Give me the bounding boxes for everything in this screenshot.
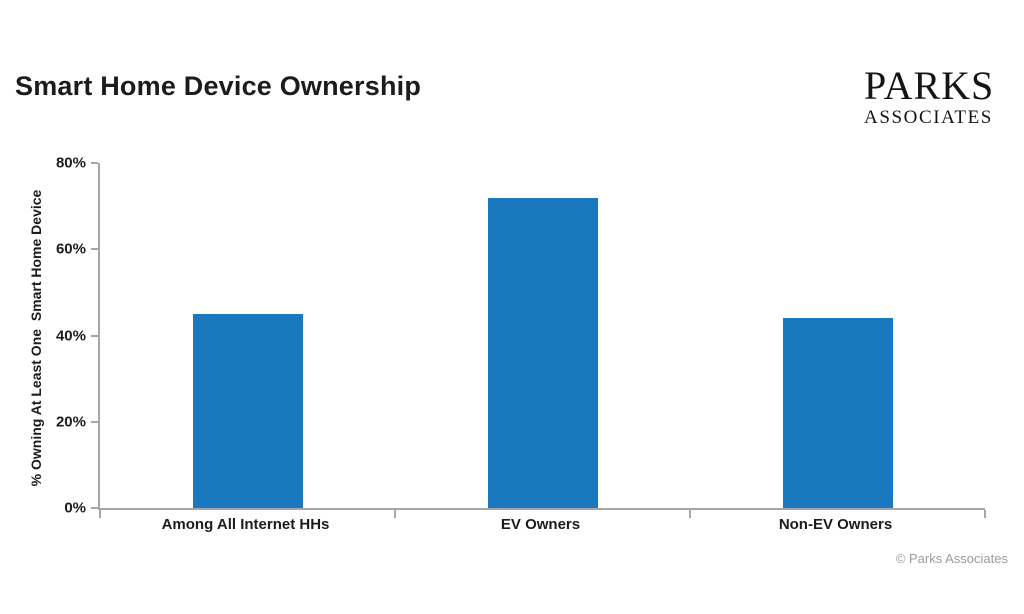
x-tick-label: Non-EV Owners <box>778 516 893 533</box>
bar-1 <box>192 313 303 508</box>
bar-slot <box>100 163 395 508</box>
y-tick-label: 80% <box>55 154 86 172</box>
chart-title: Smart Home Device Ownership <box>15 71 422 101</box>
logo-text-parks: PARKS <box>864 63 995 108</box>
y-tick-label: 20% <box>55 413 86 431</box>
y-tick-label: 60% <box>55 240 86 258</box>
bar-slot <box>395 163 690 508</box>
bar-2 <box>487 197 598 508</box>
x-tick-label: Among All Internet HHs <box>161 516 330 533</box>
y-tick-mark <box>91 334 98 337</box>
x-tick-label: EV Owners <box>500 516 581 533</box>
x-tick-mark <box>688 510 691 518</box>
y-tick-label: 0% <box>64 499 86 517</box>
y-tick-mark <box>91 507 98 509</box>
bar-3 <box>782 318 893 508</box>
parks-associates-logo: PARKS ASSOCIATES <box>864 63 1014 128</box>
y-tick-label: 40% <box>55 327 86 344</box>
copyright-note: © Parks Associates <box>895 551 1008 566</box>
plot-area <box>91 162 986 518</box>
y-tick-mark <box>91 248 98 251</box>
y-axis-tick-labels: 0% 20% 40% 60% 80% <box>0 155 86 517</box>
x-tick-mark <box>393 510 396 518</box>
logo-text-associates: ASSOCIATES <box>864 107 993 128</box>
y-tick-mark <box>91 162 98 164</box>
x-tick-mark <box>99 510 101 518</box>
y-tick-mark <box>91 420 98 423</box>
x-axis-labels: Among All Internet HHs EV Owners Non-EV Ow… <box>98 516 983 533</box>
x-tick-mark <box>984 510 986 518</box>
bar-slot <box>690 163 985 508</box>
